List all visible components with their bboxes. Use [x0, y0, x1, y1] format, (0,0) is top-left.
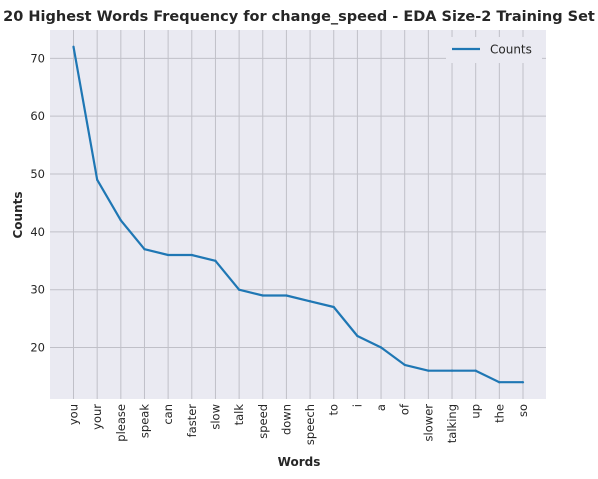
y-axis-ticks: 20 30 40 50 60 70	[30, 51, 45, 354]
x-tick-label-you: you	[67, 404, 81, 425]
x-tick-label-i: i	[350, 404, 364, 407]
data-point-can	[167, 253, 170, 257]
x-tick-label-please: please	[114, 404, 128, 442]
data-point-speech	[308, 300, 312, 303]
data-point-so	[521, 381, 525, 384]
y-tick-label: 20	[30, 341, 45, 355]
data-point-i	[356, 334, 359, 338]
x-tick-label-speed: speed	[256, 404, 270, 439]
data-point-talking	[450, 369, 454, 372]
data-point-you	[72, 45, 75, 48]
y-tick-label: 40	[30, 225, 45, 239]
x-tick-label-up: up	[469, 404, 483, 419]
x-tick-label-faster: faster	[185, 404, 199, 438]
data-points	[72, 45, 525, 384]
data-point-talk	[238, 288, 241, 291]
x-axis-label: Words	[278, 455, 321, 469]
x-tick-label-your: your	[90, 404, 104, 430]
y-tick-label: 30	[30, 283, 45, 297]
x-tick-label-speak: speak	[137, 404, 151, 438]
series-line-counts	[72, 46, 523, 384]
data-point-to	[332, 305, 335, 309]
y-tick-label: 50	[30, 167, 45, 181]
grid-lines	[50, 30, 546, 399]
data-point-please	[119, 219, 122, 222]
plot-area	[50, 30, 546, 399]
x-tick-label-so: so	[516, 404, 530, 417]
data-point-slow	[214, 259, 217, 262]
legend: Counts	[446, 37, 542, 63]
x-tick-label-the: the	[492, 404, 506, 423]
x-tick-label-to: to	[327, 404, 341, 416]
y-tick-label: 60	[30, 109, 45, 123]
data-point-your	[96, 178, 99, 181]
data-point-up	[474, 369, 477, 372]
data-point-faster	[190, 253, 193, 257]
data-point-the	[498, 381, 501, 384]
x-tick-label-talking: talking	[445, 404, 459, 443]
data-point-of	[403, 363, 406, 366]
data-point-speak	[143, 248, 146, 251]
x-tick-label-speech: speech	[303, 404, 317, 445]
y-axis-label: Counts	[11, 191, 25, 238]
x-tick-label-of: of	[398, 403, 412, 415]
data-point-speed	[261, 294, 264, 297]
x-tick-label-down: down	[279, 404, 293, 435]
data-point-slower	[427, 369, 430, 372]
x-axis-ticks: you your please speak can faster slow talk speed…	[67, 403, 531, 445]
legend-label-counts: Counts	[490, 43, 532, 57]
x-tick-label-can: can	[161, 404, 175, 425]
data-point-down	[285, 294, 288, 297]
chart-title: 20 Highest Words Frequency for change_sp…	[3, 9, 595, 25]
x-tick-label-talk: talk	[232, 404, 246, 426]
x-tick-label-a: a	[374, 404, 388, 411]
data-point-a	[379, 346, 383, 349]
x-tick-label-slow: slow	[208, 404, 222, 430]
y-tick-label: 70	[30, 51, 45, 65]
x-tick-label-slower: slower	[421, 404, 435, 442]
legend-box	[446, 37, 542, 63]
